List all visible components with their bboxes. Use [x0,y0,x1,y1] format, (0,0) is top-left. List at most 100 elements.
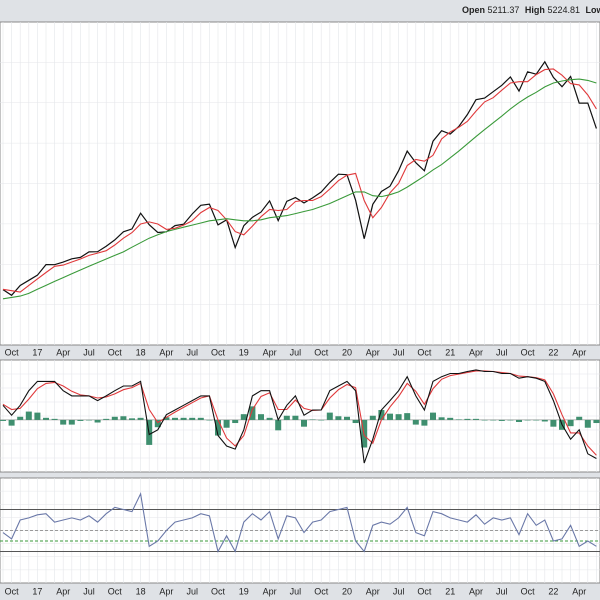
x-tick-label: Jul [496,347,508,357]
header-value: 5211.37 [488,5,520,15]
histogram-bar [172,417,178,420]
x-tick-label: Apr [159,347,173,357]
x-tick-label: Apr [263,586,277,596]
header: Open 5211.37 High 5224.81 Low 5 [462,5,600,15]
histogram-bar [498,419,505,421]
histogram-bar [86,419,92,421]
histogram-bar [455,419,462,420]
histogram-bar [309,419,316,420]
x-tick-label: Apr [469,347,483,357]
histogram-bar [0,419,6,421]
x-tick-label: Oct [521,586,536,596]
x-tick-label: 20 [342,586,352,596]
histogram-bar [43,417,49,420]
histogram-bar [352,419,359,424]
histogram-bar [17,416,24,420]
header-label: Low [586,5,600,15]
x-tick-label: Oct [5,347,20,357]
histogram-bar [258,414,264,420]
histogram-bar [567,419,574,427]
histogram-bar [266,417,273,420]
histogram-bar [249,406,256,420]
histogram-bar [524,419,531,421]
x-tick-label: Jul [186,347,198,357]
histogram-bar [421,419,428,426]
histogram-bar [137,417,144,420]
histogram-bar [516,419,522,422]
x-tick-label: Oct [108,347,123,357]
histogram-bar [335,416,342,420]
x-tick-label: 17 [32,586,42,596]
histogram-bar [8,419,15,426]
series-line [2,491,597,554]
histogram-bar [77,419,84,421]
x-tick-label: 18 [136,586,146,596]
histogram-bar [507,419,514,421]
histogram-bar [438,417,445,420]
x-tick-label: 21 [445,586,455,596]
x-tick-label: Apr [572,347,586,357]
histogram-bar [464,418,471,420]
x-tick-label: Apr [56,586,70,596]
histogram-bar [60,419,67,425]
histogram-bar [301,419,307,427]
x-tick-label: 21 [445,347,455,357]
histogram-bar [490,419,497,421]
histogram-bar [163,417,170,420]
histogram-bar [473,418,479,420]
x-tick-label: 19 [239,347,249,357]
x-tick-label: Oct [521,347,536,357]
x-tick-label: 22 [548,586,558,596]
histogram-bar [232,419,239,424]
histogram-bar [111,416,118,420]
histogram-bar [275,419,282,431]
histogram-bar [447,417,454,420]
histogram-bar [430,412,436,420]
histogram-bar [94,419,101,423]
x-tick-label: Oct [5,586,20,596]
x-tick-label: Oct [314,586,329,596]
x-tick-label: Oct [417,347,432,357]
x-tick-label: 17 [32,347,42,357]
x-tick-label: Jul [496,586,508,596]
histogram-bar [344,416,350,420]
histogram-bar [154,419,161,428]
x-tick-label: Jul [83,347,95,357]
histogram-bar [318,419,325,421]
histogram-bar [326,412,333,420]
histogram-bar [25,411,32,420]
x-tick-label: Jul [186,586,198,596]
histogram-bar [378,410,385,420]
x-tick-label: Jul [83,586,95,596]
histogram-bar [68,419,75,425]
histogram-bar [481,419,488,421]
histogram-bar [387,413,393,420]
histogram-bar [51,418,58,420]
x-tick-label: Apr [56,347,70,357]
x-tick-label: Apr [366,586,380,596]
histogram-bar [180,417,187,420]
histogram-bar [283,415,290,420]
series-line [2,60,597,297]
x-tick-label: Oct [108,586,123,596]
histogram-bar [34,412,41,420]
histogram-bar [240,414,247,420]
x-tick-label: Jul [393,347,405,357]
x-tick-label: Apr [366,347,380,357]
histogram-bar [206,419,213,421]
x-tick-label: 20 [342,347,352,357]
x-tick-label: 19 [239,586,249,596]
histogram-bar [541,419,548,422]
x-tick-label: Jul [290,347,302,357]
histogram-bar [189,417,196,420]
histogram-bar [412,419,419,425]
histogram-bar [120,416,127,420]
histogram-bar [223,419,230,428]
histogram-bar [404,413,411,420]
series-line [2,68,597,293]
histogram-bar [292,415,299,420]
x-tick-label: Oct [417,586,432,596]
x-tick-label: Jul [393,586,405,596]
header-label: High [525,5,545,15]
